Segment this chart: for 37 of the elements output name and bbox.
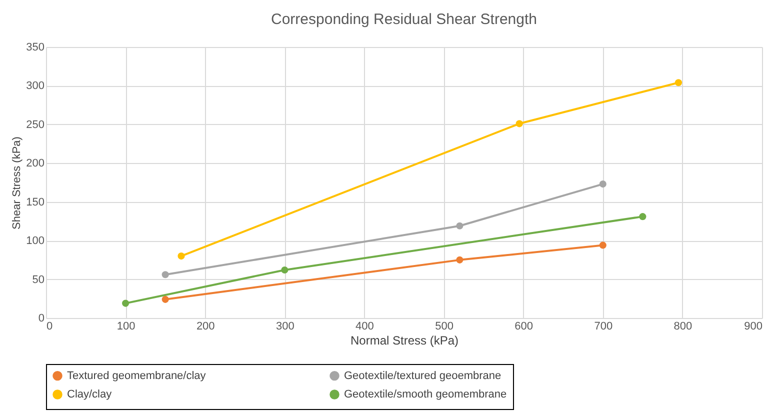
x-tick-label: 400 [356,320,374,332]
x-tick-label: 600 [514,320,534,332]
point [162,296,169,303]
point [456,222,464,230]
x-tick-label: 800 [674,320,692,332]
point [516,120,523,128]
y-tick-label: 300 [26,80,44,92]
y-tick-label: 50 [32,274,44,286]
legend-label: Clay/clay [67,388,112,400]
x-axis-title: Normal Stress (kPa) [350,334,459,348]
legend-label: Geotextile/textured geoembrane [344,370,502,382]
point [674,79,682,86]
point [599,242,606,249]
chart-title: Corresponding Residual Shear Strength [271,11,537,28]
point [639,213,646,220]
point [178,252,185,260]
point [599,180,606,188]
x-tick-label: 200 [196,320,215,332]
y-tick-label: 350 [26,42,44,54]
x-tick-label: 700 [594,320,613,332]
legend-label: Geotextile/smooth geomembrane [344,388,507,400]
x-tick-label: 500 [435,320,454,332]
x-tick-label: 100 [116,320,136,332]
point [281,266,288,274]
point [162,271,169,278]
y-tick-label: 100 [26,235,44,248]
y-tick-label: 200 [26,158,44,170]
point [122,300,130,307]
x-tick-label: 300 [276,320,294,332]
y-tick-label: 150 [26,196,44,208]
y-axis-title: Shear Stress (kPa) [11,136,24,230]
x-tick-label: 900 [744,320,762,332]
y-tick-label: 250 [26,118,44,131]
x-tick-label: 0 [46,320,53,332]
point [456,256,464,264]
y-tick-label: 0 [38,312,44,324]
legend-label: Textured geomembrane/clay [67,370,206,382]
